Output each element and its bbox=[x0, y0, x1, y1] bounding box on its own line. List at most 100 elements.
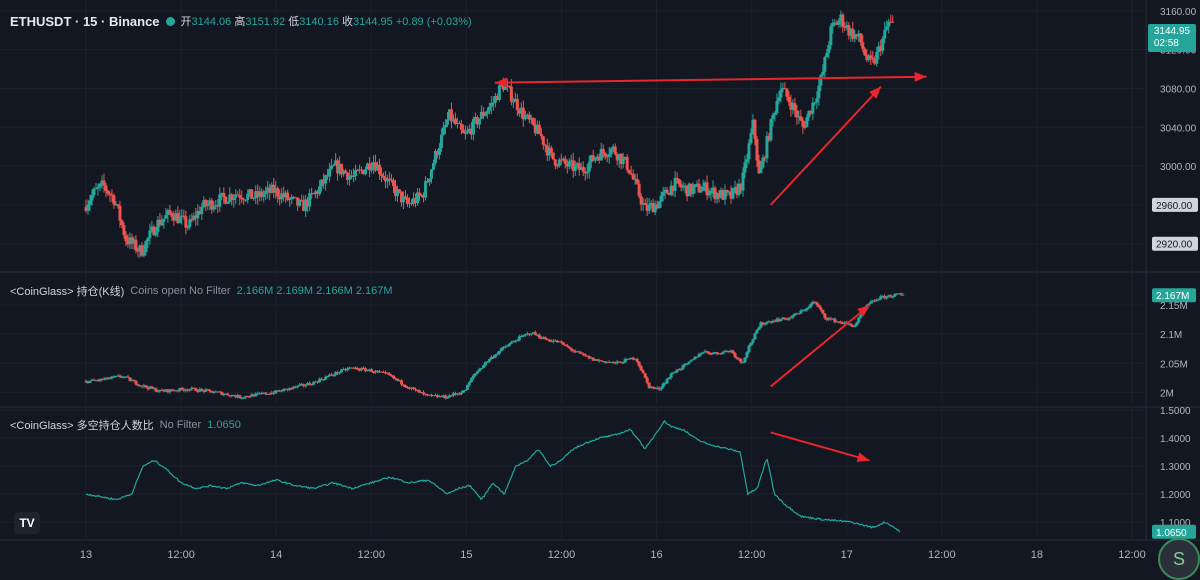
tradingview-logo-icon[interactable]: TV bbox=[14, 512, 40, 534]
candle-body bbox=[439, 134, 443, 149]
candle-body bbox=[527, 114, 531, 120]
candle-body bbox=[571, 350, 575, 352]
candle-body bbox=[735, 356, 739, 359]
candle-body bbox=[725, 190, 729, 192]
candle-body bbox=[625, 156, 629, 170]
candle-body bbox=[364, 169, 368, 175]
candle-body bbox=[402, 384, 406, 386]
candle-body bbox=[595, 359, 599, 361]
candle-body bbox=[396, 378, 400, 381]
candle-body bbox=[198, 211, 202, 214]
candle-body bbox=[613, 146, 617, 155]
candle-body bbox=[601, 360, 605, 362]
candle-body bbox=[803, 310, 807, 312]
candle-body bbox=[785, 318, 789, 320]
candle-body bbox=[278, 390, 282, 392]
candle-body bbox=[627, 358, 631, 360]
chart-canvas[interactable]: 2920.002960.003000.003040.003080.003120.… bbox=[0, 0, 1200, 561]
candle-body bbox=[264, 191, 268, 195]
candle-body bbox=[519, 335, 523, 337]
candle-body bbox=[753, 333, 757, 340]
candle-body bbox=[282, 193, 286, 198]
symbol-title[interactable]: ETHUSDT · 15 · Binance bbox=[10, 13, 160, 29]
candle-body bbox=[515, 340, 519, 342]
candle-body bbox=[797, 313, 801, 315]
candle-body bbox=[344, 368, 348, 371]
symbol-legend: ETHUSDT · 15 · Binance 开3144.06 高3151.92… bbox=[10, 13, 472, 29]
candle-body bbox=[172, 390, 176, 392]
candle-body bbox=[158, 389, 162, 392]
candle-body bbox=[661, 192, 665, 196]
candle-body bbox=[94, 188, 98, 190]
oi-up-arrow-head bbox=[857, 305, 870, 317]
candle-body bbox=[749, 342, 753, 346]
candle-body bbox=[272, 392, 276, 394]
candle-body bbox=[413, 198, 417, 204]
candle-body bbox=[94, 380, 98, 382]
candle-body bbox=[128, 237, 132, 245]
candle-body bbox=[769, 119, 773, 141]
candle-body bbox=[715, 193, 719, 200]
candle-body bbox=[787, 317, 791, 320]
candle-body bbox=[455, 393, 459, 395]
candle-body bbox=[174, 213, 178, 221]
ratio-legend[interactable]: <CoinGlass> 多空持仓人数比 No Filter 1.0650 bbox=[10, 417, 241, 433]
candle-body bbox=[234, 194, 238, 198]
candle-body bbox=[883, 29, 887, 39]
candle-body bbox=[354, 170, 358, 176]
candle-body bbox=[322, 379, 326, 381]
x-tick-label: 18 bbox=[1031, 549, 1043, 561]
candle-body bbox=[86, 381, 90, 383]
candle-body bbox=[583, 171, 587, 174]
candle-body bbox=[629, 357, 633, 360]
candle-body bbox=[643, 202, 647, 205]
candle-body bbox=[703, 182, 707, 187]
candle-body bbox=[453, 393, 457, 395]
candle-body bbox=[539, 337, 543, 339]
candle-body bbox=[501, 83, 505, 90]
candle-body bbox=[605, 361, 609, 363]
candle-body bbox=[292, 386, 296, 389]
candle-body bbox=[739, 183, 743, 191]
candle-body bbox=[400, 191, 404, 203]
candle-body bbox=[681, 186, 685, 188]
candle-body bbox=[651, 203, 655, 213]
candle-body bbox=[765, 321, 769, 324]
candle-body bbox=[392, 375, 396, 379]
candle-body bbox=[759, 322, 763, 328]
candle-body bbox=[274, 188, 278, 193]
candle-body bbox=[541, 136, 545, 145]
candle-body bbox=[298, 199, 302, 206]
candle-body bbox=[90, 379, 94, 381]
candle-body bbox=[495, 95, 499, 100]
candle-body bbox=[817, 304, 821, 308]
candle-body bbox=[236, 194, 240, 196]
candle-body bbox=[723, 190, 727, 200]
candle-body bbox=[669, 185, 673, 195]
candle-body bbox=[114, 375, 118, 377]
candle-body bbox=[398, 189, 402, 192]
candle-body bbox=[733, 187, 737, 189]
oi-title: <CoinGlass> 持仓(K线) bbox=[10, 286, 125, 298]
candle-body bbox=[374, 370, 378, 373]
candle-body bbox=[659, 387, 663, 390]
y-tick-label: 1.1000 bbox=[1160, 518, 1191, 529]
candle-body bbox=[853, 34, 857, 39]
candle-body bbox=[769, 321, 773, 323]
candle-body bbox=[413, 388, 417, 390]
candle-body bbox=[521, 107, 525, 120]
candle-body bbox=[611, 146, 615, 149]
candle-body bbox=[258, 191, 262, 198]
candle-body bbox=[839, 321, 843, 323]
oi-legend[interactable]: <CoinGlass> 持仓(K线) Coins open No Filter … bbox=[10, 283, 393, 299]
candle-body bbox=[429, 169, 433, 179]
candle-body bbox=[525, 333, 529, 335]
candle-body bbox=[887, 21, 891, 27]
candle-body bbox=[376, 164, 380, 171]
candle-body bbox=[843, 26, 847, 28]
candle-body bbox=[262, 194, 266, 197]
candle-body bbox=[477, 118, 481, 125]
candle-body bbox=[102, 378, 106, 380]
candle-body bbox=[346, 172, 350, 180]
candle-body bbox=[136, 384, 140, 386]
